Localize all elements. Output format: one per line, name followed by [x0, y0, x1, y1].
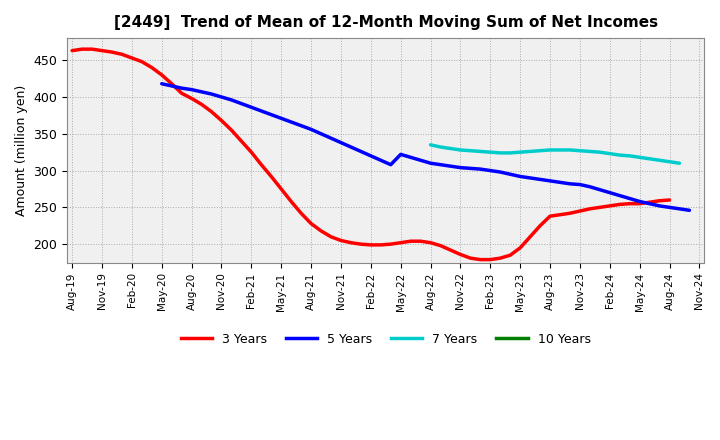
Legend: 3 Years, 5 Years, 7 Years, 10 Years: 3 Years, 5 Years, 7 Years, 10 Years [176, 327, 595, 351]
Y-axis label: Amount (million yen): Amount (million yen) [15, 85, 28, 216]
Title: [2449]  Trend of Mean of 12-Month Moving Sum of Net Incomes: [2449] Trend of Mean of 12-Month Moving … [114, 15, 658, 30]
